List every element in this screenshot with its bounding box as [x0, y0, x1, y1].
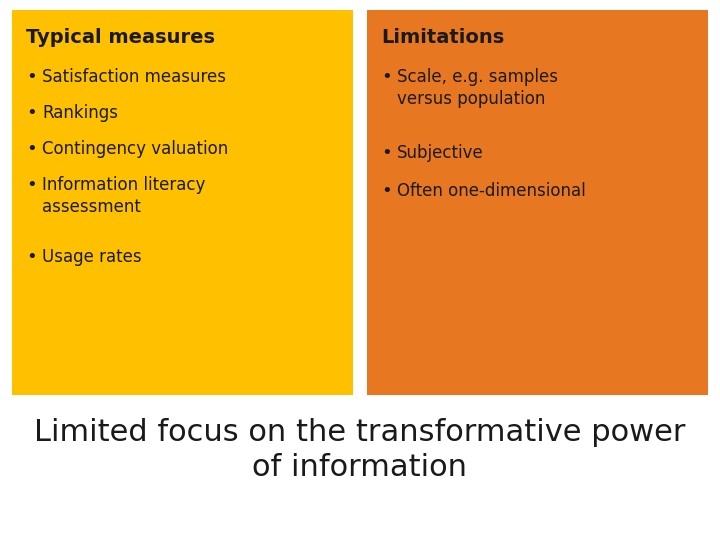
Text: Limited focus on the transformative power
of information: Limited focus on the transformative powe… [35, 418, 685, 482]
Text: Usage rates: Usage rates [42, 248, 142, 266]
Text: •: • [381, 68, 392, 86]
FancyBboxPatch shape [367, 10, 708, 395]
Text: •: • [26, 248, 37, 266]
Text: Often one-dimensional: Often one-dimensional [397, 182, 586, 200]
Text: Subjective: Subjective [397, 144, 484, 162]
Text: Satisfaction measures: Satisfaction measures [42, 68, 226, 86]
Text: •: • [26, 176, 37, 194]
Text: Typical measures: Typical measures [26, 28, 215, 47]
Text: Information literacy
assessment: Information literacy assessment [42, 176, 205, 216]
Text: •: • [26, 140, 37, 158]
Text: •: • [381, 182, 392, 200]
Text: Limitations: Limitations [381, 28, 504, 47]
Text: •: • [26, 104, 37, 122]
Text: Contingency valuation: Contingency valuation [42, 140, 228, 158]
Text: •: • [26, 68, 37, 86]
FancyBboxPatch shape [12, 10, 353, 395]
Text: Rankings: Rankings [42, 104, 118, 122]
Text: Scale, e.g. samples
versus population: Scale, e.g. samples versus population [397, 68, 558, 108]
Text: •: • [381, 144, 392, 162]
